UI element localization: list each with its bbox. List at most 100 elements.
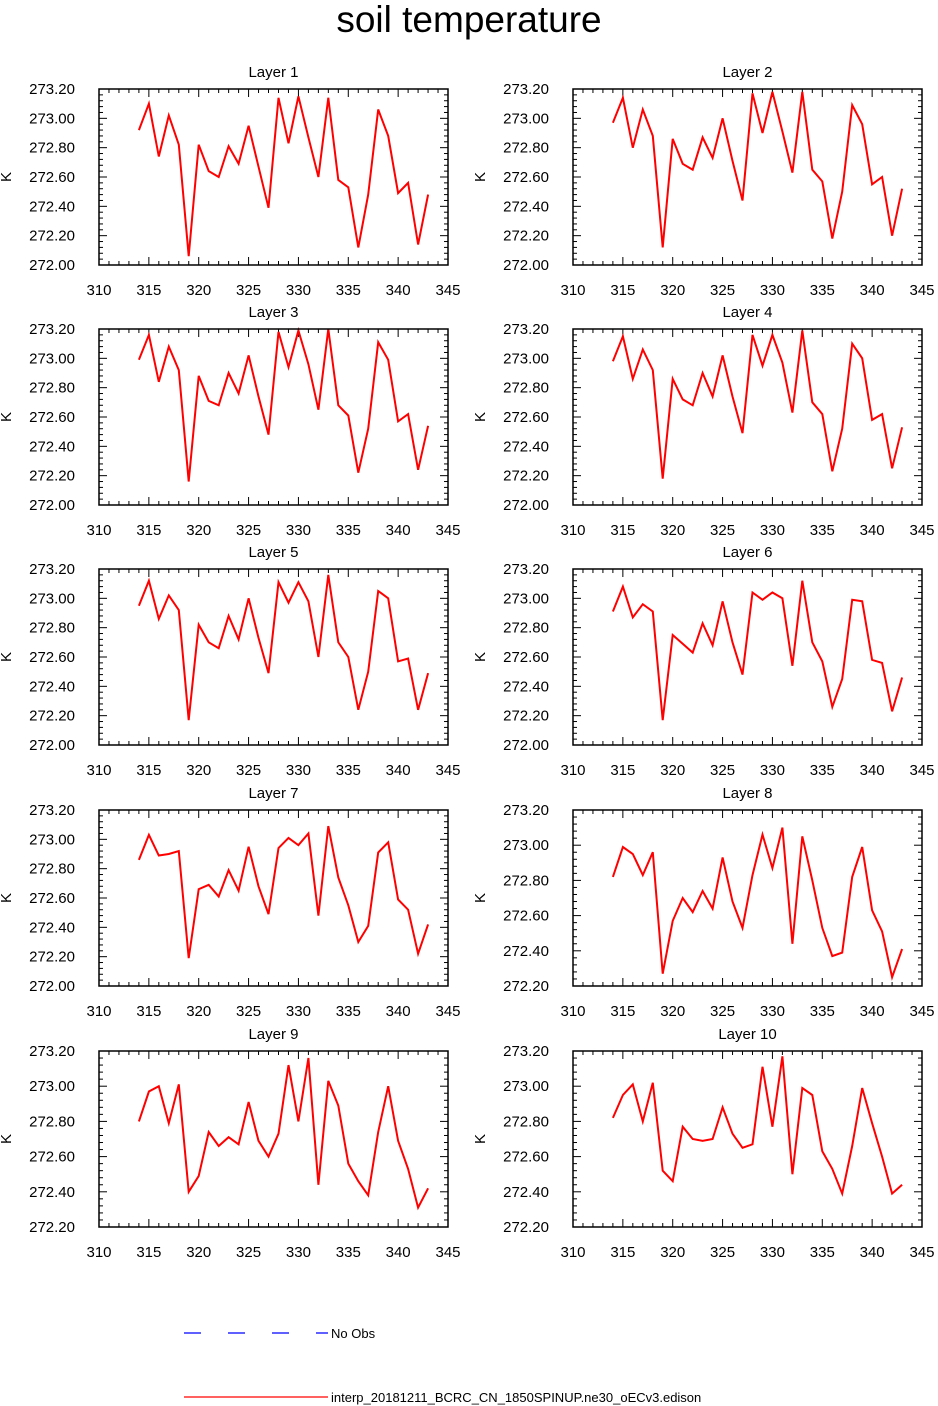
x-tick-label: 335 — [810, 522, 835, 539]
series-line — [611, 827, 904, 981]
x-tick-label: 345 — [435, 522, 460, 539]
y-tick-label: 272.80 — [29, 1113, 75, 1130]
y-tick-label: 273.20 — [503, 321, 549, 338]
y-tick-label: 272.20 — [503, 228, 549, 245]
x-tick-label: 345 — [909, 522, 934, 539]
x-tick-label: 335 — [810, 1244, 835, 1261]
y-tick-label: 272.40 — [503, 1184, 549, 1201]
plot-frame — [98, 809, 449, 987]
series-line — [137, 574, 430, 721]
y-tick-label: 272.00 — [503, 497, 549, 514]
y-tick-label: 272.80 — [29, 620, 75, 637]
panel-7: Layer 7 K 310 315 320 325 330 335 340 345 272.00 27… — [0, 785, 461, 1020]
y-tick-label: 272.20 — [503, 1219, 549, 1236]
x-tick-label: 345 — [435, 1244, 460, 1261]
panel-3: Layer 3 K 310 315 320 325 330 335 340 345 272.00 27… — [0, 304, 461, 539]
x-tick-label: 310 — [560, 522, 585, 539]
x-tick-label: 310 — [86, 282, 111, 299]
x-tick-label: 330 — [760, 1244, 785, 1261]
x-tick-label: 320 — [186, 282, 211, 299]
x-tick-label: 325 — [710, 282, 735, 299]
x-tick-label: 340 — [386, 762, 411, 779]
y-tick-label: 272.60 — [503, 409, 549, 426]
y-axis-label: K — [472, 172, 489, 182]
y-tick-label: 272.80 — [503, 1113, 549, 1130]
x-tick-label: 315 — [610, 522, 635, 539]
y-tick-label: 272.60 — [29, 890, 75, 907]
panel-6: Layer 6 K 310 315 320 325 330 335 340 345 272.00 27… — [472, 544, 935, 779]
y-tick-label: 272.60 — [29, 649, 75, 666]
y-tick-label: 273.20 — [29, 1043, 75, 1060]
x-tick-label: 330 — [760, 1003, 785, 1020]
x-tick-label: 320 — [660, 282, 685, 299]
x-tick-label: 330 — [760, 522, 785, 539]
plot-frame — [572, 809, 923, 987]
y-axis-label: K — [0, 172, 15, 182]
panel-9: Layer 9 K 310 315 320 325 330 335 340 345 272.20 27… — [0, 1026, 461, 1261]
x-tick-label: 335 — [810, 1003, 835, 1020]
series-line — [137, 96, 430, 257]
x-tick-label: 315 — [136, 522, 161, 539]
panel-title: Layer 10 — [718, 1026, 776, 1043]
x-tick-label: 330 — [760, 282, 785, 299]
y-tick-label: 272.60 — [29, 1149, 75, 1166]
y-tick-label: 272.60 — [29, 409, 75, 426]
x-tick-label: 320 — [660, 762, 685, 779]
x-tick-label: 340 — [386, 522, 411, 539]
figure-title: soil temperature — [336, 0, 602, 40]
legend-label: No Obs — [331, 1326, 376, 1341]
x-tick-label: 345 — [909, 1244, 934, 1261]
x-tick-label: 330 — [286, 762, 311, 779]
y-axis-label: K — [0, 652, 15, 662]
x-tick-label: 345 — [435, 282, 460, 299]
x-tick-label: 340 — [860, 762, 885, 779]
y-tick-label: 272.00 — [503, 257, 549, 274]
panel-4: Layer 4 K 310 315 320 325 330 335 340 345 272.00 27… — [472, 304, 935, 539]
x-tick-label: 335 — [336, 282, 361, 299]
y-tick-label: 272.20 — [29, 708, 75, 725]
plot-frame — [572, 568, 923, 746]
panel-title: Layer 5 — [248, 544, 298, 561]
x-tick-label: 325 — [236, 282, 261, 299]
panel-title: Layer 8 — [722, 785, 772, 802]
y-axis-label: K — [0, 893, 15, 903]
x-tick-label: 340 — [860, 282, 885, 299]
y-tick-label: 272.40 — [503, 678, 549, 695]
legend-item-1: No Obs — [184, 1326, 376, 1341]
y-tick-label: 272.20 — [503, 468, 549, 485]
y-tick-label: 272.80 — [503, 620, 549, 637]
panel-title: Layer 4 — [722, 304, 772, 321]
x-tick-label: 310 — [560, 1244, 585, 1261]
plot-frame — [98, 328, 449, 506]
x-tick-label: 330 — [286, 282, 311, 299]
x-tick-label: 330 — [286, 1003, 311, 1020]
y-tick-label: 272.60 — [503, 169, 549, 186]
y-tick-label: 272.40 — [29, 1184, 75, 1201]
y-axis-label: K — [0, 412, 15, 422]
y-tick-label: 272.40 — [29, 919, 75, 936]
x-tick-label: 325 — [710, 522, 735, 539]
panel-8: Layer 8 K 310 315 320 325 330 335 340 345 272.20 27… — [472, 785, 935, 1020]
y-tick-label: 272.80 — [503, 140, 549, 157]
y-tick-label: 272.40 — [503, 198, 549, 215]
panel-title: Layer 3 — [248, 304, 298, 321]
y-tick-label: 272.80 — [29, 861, 75, 878]
legend-item-2: interp_20181211_BCRC_CN_1850SPINUP.ne30_… — [184, 1390, 701, 1405]
x-tick-label: 345 — [909, 1003, 934, 1020]
panel-10: Layer 10 K 310 315 320 325 330 335 340 345 272.20 2… — [472, 1026, 935, 1261]
y-tick-label: 272.80 — [503, 380, 549, 397]
y-tick-label: 273.20 — [503, 802, 549, 819]
y-tick-label: 272.20 — [29, 228, 75, 245]
x-tick-label: 320 — [660, 1003, 685, 1020]
x-tick-label: 345 — [435, 762, 460, 779]
x-tick-label: 310 — [560, 282, 585, 299]
x-tick-label: 315 — [136, 1003, 161, 1020]
x-tick-label: 315 — [610, 1003, 635, 1020]
plot-frame — [572, 1050, 923, 1228]
x-tick-label: 320 — [186, 1003, 211, 1020]
x-tick-label: 325 — [236, 522, 261, 539]
x-tick-label: 325 — [710, 1003, 735, 1020]
x-tick-label: 310 — [86, 762, 111, 779]
panel-5: Layer 5 K 310 315 320 325 330 335 340 345 272.00 27… — [0, 544, 461, 779]
